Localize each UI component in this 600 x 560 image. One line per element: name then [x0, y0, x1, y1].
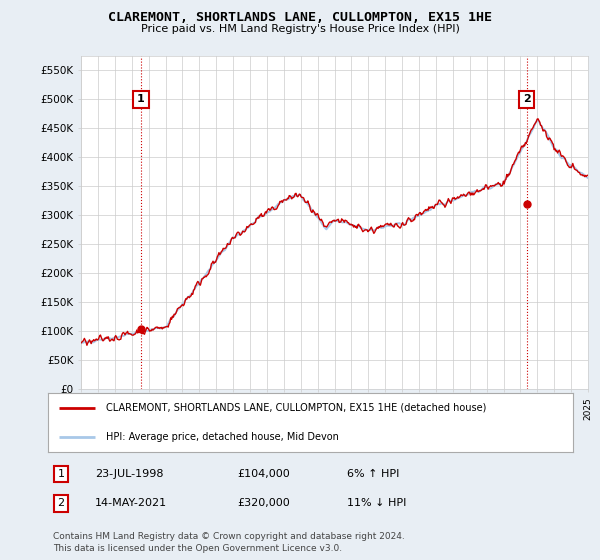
Text: 2: 2 — [58, 498, 65, 508]
Text: 1: 1 — [137, 95, 145, 105]
Text: 1: 1 — [58, 469, 65, 479]
Text: 2: 2 — [523, 95, 530, 105]
Text: Price paid vs. HM Land Registry's House Price Index (HPI): Price paid vs. HM Land Registry's House … — [140, 24, 460, 34]
Text: CLAREMONT, SHORTLANDS LANE, CULLOMPTON, EX15 1HE (detached house): CLAREMONT, SHORTLANDS LANE, CULLOMPTON, … — [106, 403, 486, 413]
Text: 6% ↑ HPI: 6% ↑ HPI — [347, 469, 400, 479]
Text: £104,000: £104,000 — [237, 469, 290, 479]
Text: 11% ↓ HPI: 11% ↓ HPI — [347, 498, 407, 508]
Text: Contains HM Land Registry data © Crown copyright and database right 2024.
This d: Contains HM Land Registry data © Crown c… — [53, 532, 405, 553]
Text: 14-MAY-2021: 14-MAY-2021 — [95, 498, 167, 508]
Text: 23-JUL-1998: 23-JUL-1998 — [95, 469, 164, 479]
Text: HPI: Average price, detached house, Mid Devon: HPI: Average price, detached house, Mid … — [106, 432, 338, 442]
Text: CLAREMONT, SHORTLANDS LANE, CULLOMPTON, EX15 1HE: CLAREMONT, SHORTLANDS LANE, CULLOMPTON, … — [108, 11, 492, 24]
Text: £320,000: £320,000 — [237, 498, 290, 508]
